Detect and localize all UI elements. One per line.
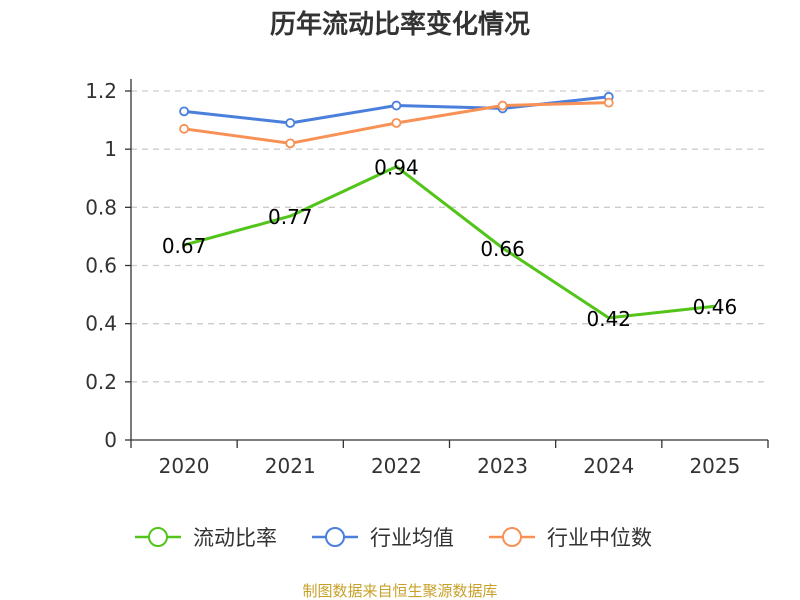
data-label: 0.67: [162, 234, 207, 258]
data-label: 0.77: [268, 205, 313, 229]
x-tick-label: 2021: [265, 454, 316, 478]
source-note: 制图数据来自恒生聚源数据库: [302, 582, 497, 600]
series-point: [603, 97, 614, 108]
data-label: 0.94: [374, 156, 419, 180]
data-label: 0.46: [693, 295, 738, 319]
y-tick-label: 0.6: [85, 254, 117, 278]
y-tick-label: 1.2: [85, 79, 117, 103]
axes: 0 0.2 0.4 0.6 0.8 1 1.2 2020 2021 2022 2023 2024 202…: [85, 79, 769, 478]
y-tick-label: 0.8: [85, 195, 117, 219]
y-tick-label: 1: [104, 137, 117, 161]
series-point: [285, 118, 296, 128]
data-label: 0.42: [586, 307, 631, 331]
legend-label: 流动比率: [193, 526, 277, 550]
legend-marker: [148, 527, 168, 547]
x-tick-label: 2023: [477, 454, 528, 478]
y-tick-label: 0: [104, 428, 117, 452]
series-point: [285, 138, 296, 149]
legend-marker: [325, 527, 345, 547]
series-point: [391, 118, 402, 128]
x-tick-label: 2020: [159, 454, 210, 478]
x-tick-label: 2025: [689, 454, 740, 478]
data-label: 0.66: [480, 237, 525, 261]
series-point: [179, 123, 189, 134]
y-tick-label: 0.4: [85, 312, 117, 336]
series-line-0: [182, 165, 717, 320]
x-tick-label: 2024: [583, 454, 634, 478]
x-tick-label: 2022: [371, 454, 422, 478]
y-tick-label: 0.2: [85, 370, 117, 394]
chart-title: 历年流动比率变化情况: [270, 9, 530, 40]
legend: 流动比率 行业均值 行业中位数: [135, 526, 652, 550]
legend-label: 行业均值: [370, 526, 454, 550]
series-point: [391, 100, 402, 111]
legend-marker: [502, 527, 522, 547]
legend-label: 行业中位数: [547, 526, 652, 550]
series-lines: [179, 91, 717, 320]
series-point: [497, 100, 508, 111]
grid-lines: [131, 90, 768, 383]
data-labels: 0.67 0.77 0.94 0.66 0.42 0.46: [162, 156, 737, 331]
series-point: [179, 106, 189, 117]
